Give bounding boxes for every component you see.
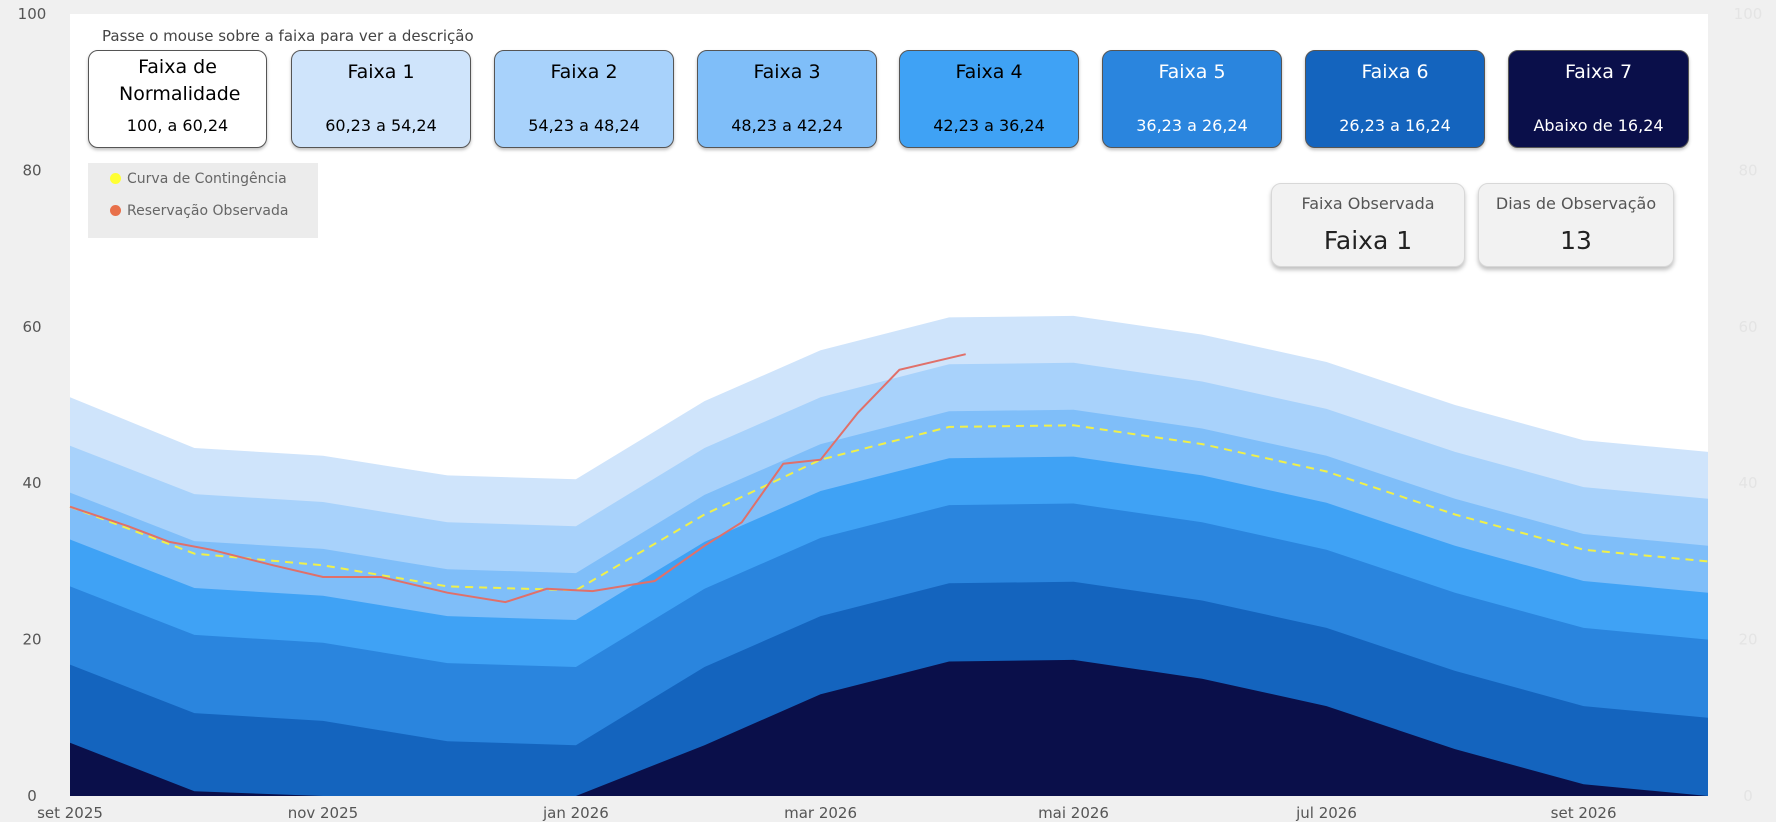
band-card-title: Faixa 4 — [955, 61, 1023, 83]
band-card-range: 36,23 a 26,24 — [1136, 116, 1248, 135]
band-area-7[interactable] — [70, 659, 1708, 796]
y2-tick-label: 60 — [1738, 318, 1757, 336]
band-card-3[interactable]: Faixa 3 48,23 a 42,24 — [697, 50, 877, 148]
x-tick-label: set 2025 — [37, 804, 103, 822]
series-observed-reservation[interactable] — [69, 353, 966, 604]
band-card-normality[interactable]: Faixa de Normalidade 100, a 60,24 — [88, 50, 267, 148]
x-tick-label: jan 2026 — [542, 804, 609, 822]
x-tick-label: mai 2026 — [1038, 804, 1109, 822]
kpi-value-observed-band: Faixa 1 — [1323, 226, 1413, 255]
x-tick-label: set 2026 — [1551, 804, 1617, 822]
band-card-range: 42,23 a 36,24 — [933, 116, 1045, 135]
legend-label-contingency: Curva de Contingência — [127, 171, 287, 187]
kpi-value-observation-days: 13 — [1560, 226, 1592, 255]
band-card-title: Faixa 3 — [753, 61, 821, 83]
x-tick-label: mar 2026 — [784, 804, 857, 822]
legend-dot-contingency — [110, 173, 121, 184]
band-card-range: 60,23 a 54,24 — [325, 116, 437, 135]
y-tick-label: 100 — [18, 5, 47, 23]
band-card-6[interactable]: Faixa 6 26,23 a 16,24 — [1305, 50, 1485, 148]
y-tick-label: 60 — [22, 318, 41, 336]
band-card-title: Faixa 2 — [550, 61, 618, 83]
band-card-title: Faixa 5 — [1158, 61, 1226, 83]
y-tick-label: 80 — [22, 161, 41, 179]
band-card-7[interactable]: Faixa 7 Abaixo de 16,24 — [1508, 50, 1689, 148]
y2-tick-label: 0 — [1743, 787, 1753, 805]
band-card-range: 54,23 a 48,24 — [528, 116, 640, 135]
band-card-5[interactable]: Faixa 5 36,23 a 26,24 — [1102, 50, 1282, 148]
kpi-card-observation-days: Dias de Observação 13 — [1478, 183, 1674, 267]
y-tick-label: 0 — [27, 787, 37, 805]
x-tick-label: nov 2025 — [288, 804, 359, 822]
x-tick-label: jul 2026 — [1295, 804, 1357, 822]
band-card-title: Faixa 7 — [1564, 61, 1633, 83]
y2-tick-label: 100 — [1734, 5, 1763, 23]
band-card-title: Faixa de Normalidade — [119, 56, 241, 105]
kpi-card-observed-band: Faixa Observada Faixa 1 — [1271, 183, 1465, 267]
kpi-title-observed-band: Faixa Observada — [1301, 194, 1435, 213]
series-contingency-curve[interactable] — [69, 424, 1709, 592]
y2-tick-label: 20 — [1738, 631, 1757, 649]
band-card-range: Abaixo de 16,24 — [1533, 116, 1664, 135]
legend-label-observed: Reservação Observada — [127, 203, 289, 219]
y2-tick-label: 40 — [1738, 474, 1757, 492]
band-card-range: 48,23 a 42,24 — [731, 116, 843, 135]
band-card-4[interactable]: Faixa 4 42,23 a 36,24 — [899, 50, 1079, 148]
chart-legend: Curva de Contingência Reservação Observa… — [88, 163, 318, 238]
legend-item-contingency-curve[interactable]: Curva de Contingência — [110, 171, 287, 187]
band-card-2[interactable]: Faixa 2 54,23 a 48,24 — [494, 50, 674, 148]
band-card-range: 26,23 a 16,24 — [1339, 116, 1451, 135]
band-card-1[interactable]: Faixa 1 60,23 a 54,24 — [291, 50, 471, 148]
band-card-range: 100, a 60,24 — [126, 116, 229, 135]
kpi-title-observation-days: Dias de Observação — [1495, 194, 1657, 213]
band-card-title: Faixa 6 — [1361, 61, 1429, 83]
y-tick-label: 40 — [22, 474, 41, 492]
band-card-title: Faixa 1 — [347, 61, 415, 83]
y-tick-label: 20 — [22, 631, 41, 649]
hover-hint-text: Passe o mouse sobre a faixa para ver a d… — [102, 27, 474, 45]
legend-item-observed-reservation[interactable]: Reservação Observada — [110, 203, 288, 219]
legend-dot-observed — [110, 205, 121, 216]
y2-tick-label: 80 — [1738, 161, 1757, 179]
